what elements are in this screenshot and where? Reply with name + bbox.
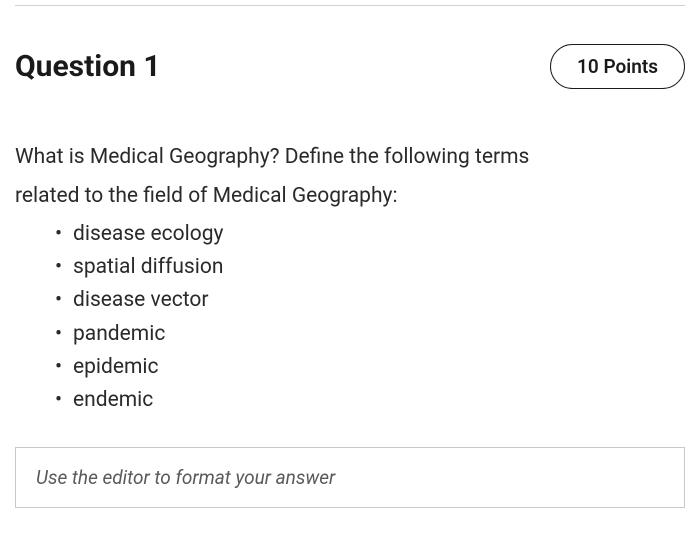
question-title: Question 1	[15, 49, 161, 84]
answer-editor[interactable]: Use the editor to format your answer	[15, 447, 685, 508]
list-item: endemic	[73, 384, 685, 417]
question-prompt-line-1: What is Medical Geography? Define the fo…	[15, 141, 685, 174]
list-item: disease vector	[73, 284, 685, 317]
editor-placeholder: Use the editor to format your answer	[36, 466, 335, 489]
question-header: Question 1 10 Points	[15, 44, 685, 89]
list-item: epidemic	[73, 351, 685, 384]
list-item: pandemic	[73, 318, 685, 351]
terms-list: disease ecology spatial diffusion diseas…	[15, 218, 685, 417]
list-item: spatial diffusion	[73, 251, 685, 284]
points-badge: 10 Points	[550, 44, 685, 89]
question-prompt-line-2: related to the field of Medical Geograph…	[15, 180, 685, 213]
list-item: disease ecology	[73, 218, 685, 251]
section-divider	[15, 5, 685, 6]
question-body: What is Medical Geography? Define the fo…	[15, 141, 685, 417]
